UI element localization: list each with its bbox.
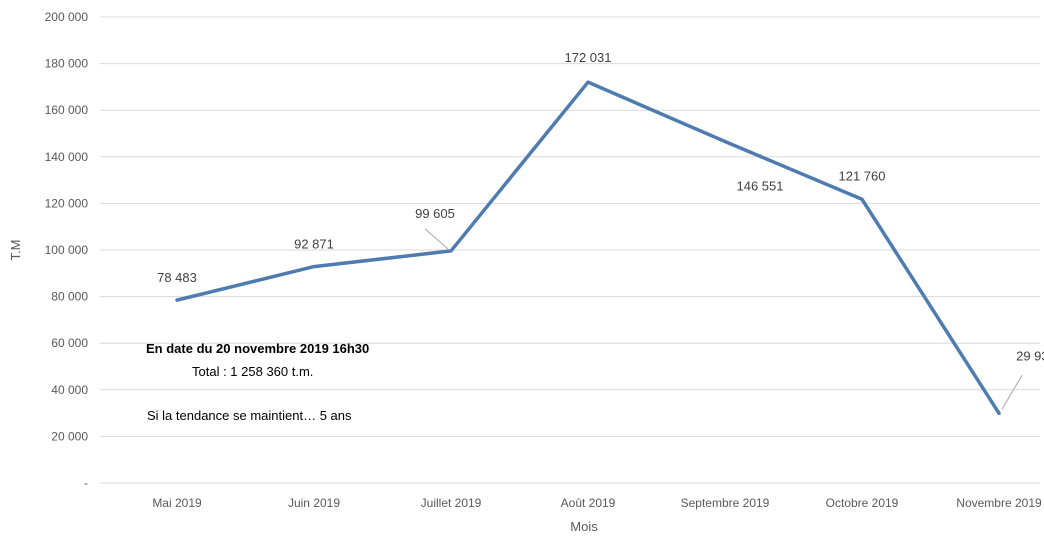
- data-label: 121 760: [839, 168, 886, 183]
- y-axis-title: T.M: [8, 240, 23, 261]
- x-tick-label: Septembre 2019: [681, 496, 770, 510]
- y-axis-ticks: - 20 000 40 000 60 000 80 000 100 000 120 000 1…: [45, 10, 89, 490]
- annotation-date: En date du 20 novembre 2019 16h30: [146, 341, 370, 356]
- x-tick-label: Juin 2019: [288, 496, 340, 510]
- series-line-group: [175, 80, 1001, 416]
- y-tick-label: 80 000: [51, 290, 88, 304]
- data-label: 172 031: [565, 50, 612, 65]
- y-tick-label: -: [84, 476, 88, 490]
- leader-line: [1001, 375, 1023, 410]
- y-tick-label: 140 000: [45, 150, 89, 164]
- gridlines: [100, 16, 1040, 484]
- y-tick-label: 180 000: [45, 57, 89, 71]
- y-tick-label: 160 000: [45, 103, 89, 117]
- data-label: 99 605: [415, 206, 455, 221]
- x-tick-label: Mai 2019: [152, 496, 202, 510]
- x-axis-title: Mois: [570, 519, 598, 534]
- y-tick-label: 20 000: [51, 429, 88, 443]
- annotation-total: Total : 1 258 360 t.m.: [192, 364, 314, 379]
- series-line: [175, 80, 1001, 416]
- x-tick-label: Novembre 2019: [956, 496, 1042, 510]
- y-tick-label: 120 000: [45, 196, 89, 210]
- data-label: 78 483: [157, 270, 197, 285]
- leader-line: [424, 228, 449, 250]
- y-tick-label: 60 000: [51, 336, 88, 350]
- y-tick-label: 200 000: [45, 10, 89, 24]
- leader-lines: [424, 228, 1023, 410]
- data-label: 146 551: [737, 179, 784, 194]
- y-tick-label: 40 000: [51, 383, 88, 397]
- x-axis-ticks: Mai 2019 Juin 2019 Juillet 2019 Août 2019 Se…: [152, 496, 1042, 510]
- x-tick-label: Octobre 2019: [826, 496, 899, 510]
- data-labels: 78 483 92 871 99 605 172 031 146 551 121 760 2…: [157, 50, 1044, 363]
- data-label: 29 932: [1016, 348, 1044, 363]
- y-tick-label: 100 000: [45, 243, 89, 257]
- x-tick-label: Août 2019: [561, 496, 616, 510]
- x-tick-label: Juillet 2019: [421, 496, 482, 510]
- annotation-trend: Si la tendance se maintient… 5 ans: [147, 408, 352, 423]
- data-label: 92 871: [294, 237, 334, 252]
